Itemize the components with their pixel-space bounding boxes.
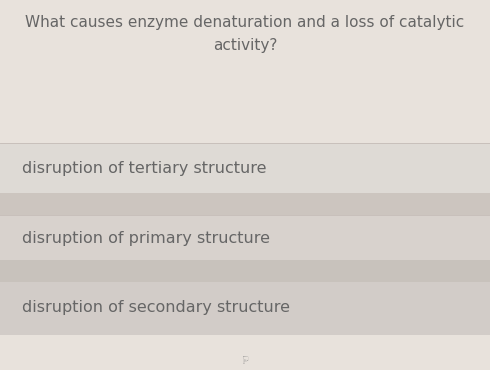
Text: disruption of primary structure: disruption of primary structure [22, 231, 270, 246]
Bar [0, 215, 490, 262]
Text: ☝: ☝ [242, 352, 248, 362]
Bar [0, 260, 490, 282]
Text: activity?: activity? [213, 38, 277, 53]
Text: disruption of tertiary structure: disruption of tertiary structure [22, 161, 267, 175]
Bar [0, 193, 490, 215]
Text: disruption of secondary structure: disruption of secondary structure [22, 300, 290, 315]
Bar [0, 280, 490, 335]
Bar [0, 0, 490, 185]
Text: What causes enzyme denaturation and a loss of catalytic: What causes enzyme denaturation and a lo… [25, 15, 465, 30]
Bar [0, 143, 490, 193]
